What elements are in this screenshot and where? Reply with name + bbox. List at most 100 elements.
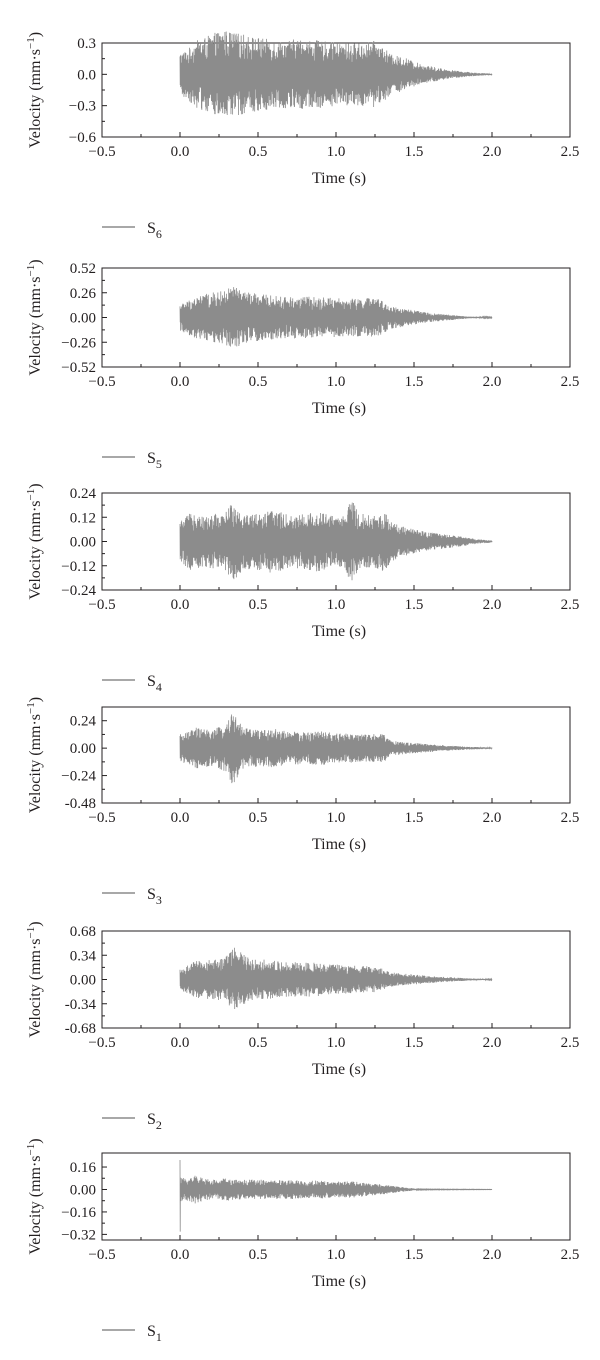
y-axis-title: Velocity (mm·s−1) [25, 921, 44, 1037]
series-line-S3 [179, 714, 493, 784]
x-tick-label: 2.0 [483, 374, 502, 390]
y-axis-title: Velocity (mm·s−1) [25, 483, 44, 599]
y-tick-label: −0.12 [61, 559, 96, 575]
legend-label: S2 [147, 1111, 162, 1132]
x-tick-label: −0.5 [88, 597, 115, 613]
x-tick-label: 2.0 [483, 1035, 502, 1051]
x-tick-label: 0.0 [171, 144, 190, 160]
x-tick-label: −0.5 [88, 810, 115, 826]
y-axis-title: Velocity (mm·s−1) [25, 259, 44, 375]
x-axis-title: Time (s) [312, 836, 366, 853]
y-tick-label: 0.00 [70, 973, 96, 989]
chart-panel-4: −0.5 0.0 0.5 1.0 1.5 2.0 2.5 0.24 0.00 −0.24 -0.48… [25, 697, 579, 907]
x-tick-label: 1.0 [327, 144, 346, 160]
legend-label: S4 [147, 673, 162, 694]
legend-label: S5 [147, 450, 162, 471]
x-tick-label: 0.5 [249, 374, 268, 390]
y-tick-label: 0.24 [70, 714, 97, 730]
x-tick-label: 0.5 [249, 1035, 268, 1051]
x-axis-title: Time (s) [312, 1273, 366, 1290]
x-tick-label: 0.5 [249, 810, 268, 826]
x-tick-label: 1.5 [405, 1035, 424, 1051]
y-axis-title: Velocity (mm·s−1) [25, 697, 44, 813]
y-tick-label: 0.00 [70, 1182, 96, 1198]
y-tick-label: -0.34 [65, 997, 97, 1013]
y-tick-label: −0.52 [61, 360, 96, 376]
x-tick-label: −0.5 [88, 1035, 115, 1051]
y-tick-label: 0.52 [70, 261, 96, 277]
y-tick-label: −0.26 [61, 335, 96, 351]
y-tick-label: 0.00 [70, 311, 96, 327]
y-tick-label: −0.24 [61, 769, 96, 785]
y-tick-label: 0.24 [70, 486, 97, 502]
y-tick-label: −0.24 [61, 583, 96, 599]
x-tick-label: 2.5 [561, 1035, 580, 1051]
x-tick-label: 1.0 [327, 810, 346, 826]
y-tick-label: 0.00 [70, 535, 96, 551]
chart-panel-6: −0.5 0.0 0.5 1.0 1.5 2.0 2.5 0.16 0.00 −0.16 −0.32… [25, 1138, 579, 1344]
x-tick-label: 2.0 [483, 144, 502, 160]
x-tick-label: 0.0 [171, 1247, 190, 1263]
legend-label: S6 [147, 220, 162, 241]
y-tick-label: −0.3 [69, 99, 96, 115]
x-axis-title: Time (s) [312, 623, 366, 640]
x-tick-label: 2.5 [561, 1247, 580, 1263]
x-tick-label: 2.5 [561, 810, 580, 826]
y-tick-label: −0.16 [61, 1205, 96, 1221]
series-line-S4 [179, 502, 493, 581]
chart-panel-1: −0.5 0.0 0.5 1.0 1.5 2.0 2.5 0.3 0.0 −0.3 −0.6 Time… [25, 31, 580, 241]
x-tick-label: 0.0 [171, 1035, 190, 1051]
x-tick-label: 1.0 [327, 1247, 346, 1263]
y-tick-label: 0.12 [70, 510, 96, 526]
series-line-S5 [179, 287, 493, 347]
chart-panel-2: −0.5 0.0 0.5 1.0 1.5 2.0 2.5 0.52 0.26 0.00 −0.26 −… [25, 259, 579, 471]
y-tick-label: −0.6 [69, 130, 97, 146]
x-tick-label: 1.5 [405, 597, 424, 613]
y-axis-title: Velocity (mm·s−1) [25, 1138, 44, 1254]
plot-frame [101, 1152, 571, 1241]
x-tick-label: −0.5 [88, 1247, 115, 1263]
x-tick-label: 2.5 [561, 374, 580, 390]
x-tick-label: 0.5 [249, 144, 268, 160]
y-tick-label: 0.0 [77, 67, 96, 83]
series-line-S6 [179, 31, 493, 115]
x-tick-label: 1.0 [327, 1035, 346, 1051]
legend-label: S1 [147, 1323, 162, 1344]
x-tick-label: 2.5 [561, 144, 580, 160]
y-tick-label: 0.3 [77, 36, 96, 52]
x-tick-label: 0.0 [171, 810, 190, 826]
y-tick-label: −0.32 [61, 1227, 96, 1243]
x-tick-label: 2.0 [483, 597, 502, 613]
chart-panel-5: −0.5 0.0 0.5 1.0 1.5 2.0 2.5 0.68 0.34 0.00 -0.34 -… [25, 921, 579, 1132]
y-tick-label: 0.16 [70, 1160, 97, 1176]
x-tick-label: 1.5 [405, 374, 424, 390]
x-axis-title: Time (s) [312, 400, 366, 417]
x-tick-label: 0.5 [249, 597, 268, 613]
x-tick-label: 1.5 [405, 144, 424, 160]
series-line-S1 [179, 1160, 493, 1232]
y-tick-label: 0.26 [70, 286, 97, 302]
legend-label: S3 [147, 886, 162, 907]
y-tick-label: 0.00 [70, 741, 96, 757]
x-tick-label: −0.5 [88, 374, 115, 390]
x-tick-label: 0.0 [171, 374, 190, 390]
x-tick-label: 2.0 [483, 1247, 502, 1263]
series-line-S2 [179, 947, 493, 1009]
x-tick-label: 0.5 [249, 1247, 268, 1263]
y-axis-title: Velocity (mm·s−1) [25, 32, 44, 148]
x-axis-title: Time (s) [312, 1061, 366, 1078]
x-tick-label: 1.5 [405, 810, 424, 826]
x-tick-label: 2.0 [483, 810, 502, 826]
chart-panel-3: −0.5 0.0 0.5 1.0 1.5 2.0 2.5 0.24 0.12 0.00 −0.12 −… [25, 483, 579, 694]
y-tick-label: -0.48 [65, 796, 96, 812]
y-tick-label: -0.68 [65, 1021, 96, 1037]
x-tick-label: 0.0 [171, 597, 190, 613]
y-tick-label: 0.34 [70, 948, 97, 964]
x-axis-title: Time (s) [312, 170, 366, 187]
x-tick-label: 1.0 [327, 597, 346, 613]
x-tick-label: 1.5 [405, 1247, 424, 1263]
x-tick-label: 1.0 [327, 374, 346, 390]
x-tick-label: −0.5 [88, 144, 115, 160]
x-tick-label: 2.5 [561, 597, 580, 613]
